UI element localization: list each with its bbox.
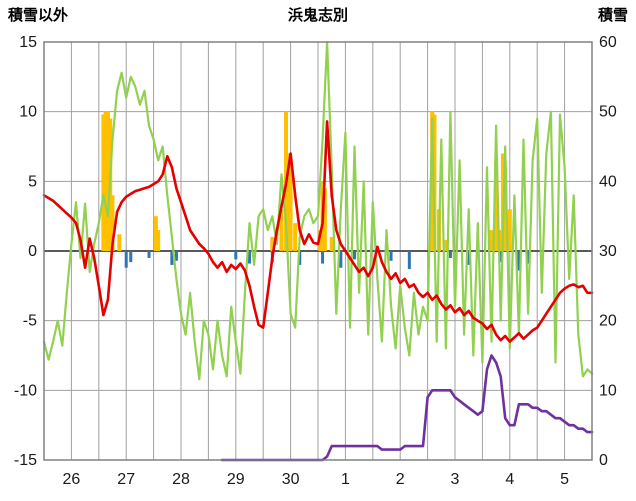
right-axis-tick-label: 30 xyxy=(599,243,617,260)
x-axis-day-label: 27 xyxy=(117,471,135,488)
left-axis-tick-label: -10 xyxy=(14,382,37,399)
orange-bars-bar xyxy=(489,230,494,251)
x-axis-day-label: 2 xyxy=(396,471,405,488)
left-axis-title: 積雪以外 xyxy=(8,7,69,24)
blue-bars-bar xyxy=(147,251,151,258)
x-axis-day-label: 4 xyxy=(505,471,514,488)
orange-bars-bar xyxy=(430,111,435,252)
blue-bars-bar xyxy=(248,251,251,264)
orange-bars-bar xyxy=(498,230,503,251)
orange-bars-bar xyxy=(279,209,284,251)
blue-bars-bar xyxy=(321,251,325,264)
left-axis-tick-label: 10 xyxy=(19,104,37,121)
blue-bars-bar xyxy=(353,251,357,260)
orange-bars-bar xyxy=(322,188,327,251)
left-axis-tick-label: 0 xyxy=(28,243,37,260)
blue-bars-bar xyxy=(170,251,174,265)
blue-bars-bar xyxy=(389,251,393,261)
orange-bars-bar xyxy=(156,230,161,251)
orange-bars-bar xyxy=(293,223,298,251)
right-axis-tick-label: 0 xyxy=(599,452,608,469)
x-axis-day-label: 28 xyxy=(172,471,190,488)
blue-bars-bar xyxy=(467,251,471,265)
blue-bars-bar xyxy=(234,251,238,260)
orange-bars-bar xyxy=(103,111,108,252)
right-axis-tick-label: 10 xyxy=(599,382,617,399)
right-axis-tick-label: 40 xyxy=(599,173,617,190)
blue-bars-bar xyxy=(124,251,128,268)
chart-title: 浜鬼志別 xyxy=(287,7,348,24)
orange-bars-bar xyxy=(329,237,334,251)
orange-bars-bar xyxy=(286,153,291,251)
left-axis-tick-label: 5 xyxy=(28,173,37,190)
x-axis-day-label: 1 xyxy=(341,471,350,488)
x-axis-day-label: 26 xyxy=(63,471,81,488)
left-axis-tick-label: -15 xyxy=(14,452,37,469)
blue-bars-bar xyxy=(526,251,530,264)
orange-bars-bar xyxy=(270,237,275,251)
orange-bars-bar xyxy=(117,234,122,251)
x-axis-day-label: 29 xyxy=(227,471,245,488)
blue-bars-bar xyxy=(448,251,452,258)
orange-bars-bar xyxy=(507,209,512,251)
green-line-path xyxy=(42,40,594,381)
orange-bars-bar xyxy=(101,114,106,251)
x-axis-day-label: 5 xyxy=(560,471,569,488)
right-axis-tick-label: 20 xyxy=(599,313,617,330)
orange-bars-bar xyxy=(153,216,158,251)
left-axis-tick-label: -5 xyxy=(23,313,37,330)
x-axis-day-label: 30 xyxy=(282,471,300,488)
orange-bars-bar xyxy=(494,160,499,251)
blue-bars-bar xyxy=(129,251,133,263)
orange-bars-bar xyxy=(318,230,323,251)
blue-bars-bar xyxy=(499,251,503,263)
plot-border xyxy=(43,41,593,461)
left-axis-tick-label: 15 xyxy=(19,34,37,51)
orange-bars-bar xyxy=(105,111,110,252)
right-axis-title: 積雪 xyxy=(597,7,628,24)
orange-bars-bar xyxy=(503,167,508,251)
blue-bars-bar xyxy=(517,251,521,271)
blue-bars-bar xyxy=(339,251,343,268)
blue-bars-bar xyxy=(174,251,178,261)
right-axis-tick-label: 60 xyxy=(599,34,617,51)
orange-bars-bar xyxy=(443,239,448,251)
right-axis-tick-label: 50 xyxy=(599,104,617,121)
x-axis-day-label: 3 xyxy=(451,471,460,488)
orange-bars-bar xyxy=(288,160,293,251)
red-line-path xyxy=(42,120,594,343)
orange-bars-bar xyxy=(110,195,115,251)
blue-bars-bar xyxy=(407,251,411,270)
